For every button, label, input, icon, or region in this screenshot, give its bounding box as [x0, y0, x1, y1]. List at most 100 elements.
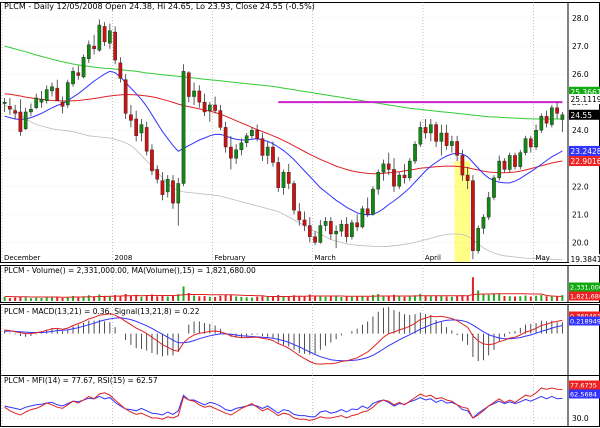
candle-body — [223, 127, 228, 148]
volume-bar — [129, 296, 132, 301]
candle-body — [213, 104, 217, 111]
price-tick-label: 27.0 — [572, 42, 589, 51]
volume-bar — [245, 297, 248, 301]
volume-bar — [156, 296, 159, 301]
volume-bar — [356, 296, 359, 301]
candle-body — [118, 62, 123, 79]
candle-body — [139, 124, 144, 134]
volume-bar — [271, 296, 274, 301]
candle-body — [465, 174, 470, 181]
candle-body — [197, 90, 202, 103]
price-title: PLCM - Daily 12/05/2008 Open 24.38, Hi 2… — [4, 2, 315, 11]
mfi-line — [4, 387, 563, 421]
candle-body — [218, 110, 223, 128]
candle-body — [334, 230, 338, 235]
price-tick-label: 26.0 — [572, 70, 589, 79]
candle-body — [18, 111, 23, 132]
candle-body — [297, 211, 302, 221]
candle-body — [55, 87, 60, 101]
volume-bar — [440, 296, 443, 301]
volume-bar — [35, 297, 38, 301]
candle-body — [97, 24, 102, 51]
volume-badge-label: 1,821,680 — [570, 293, 600, 301]
volume-bar — [324, 296, 327, 301]
candle-body — [492, 177, 496, 198]
volume-bar — [335, 296, 338, 301]
volume-bar — [492, 294, 495, 301]
volume-bar — [256, 296, 259, 301]
volume-bar — [82, 296, 85, 301]
candle-body — [86, 44, 91, 59]
price-badge — [569, 109, 600, 120]
price-badge-label: 19.3841 — [571, 255, 600, 264]
candle-body — [460, 155, 465, 176]
candle-body — [81, 57, 86, 78]
candle-body — [392, 169, 396, 187]
candle-body — [202, 101, 207, 113]
volume-bar — [240, 297, 243, 301]
price-badge — [569, 86, 600, 97]
volume-bar — [19, 296, 22, 301]
mfi-badge — [569, 380, 600, 390]
candle-body — [418, 127, 423, 145]
volume-bar — [50, 297, 53, 301]
candle-body — [34, 97, 39, 108]
volume-bar — [61, 298, 64, 301]
candle-body — [329, 221, 333, 235]
mfi-badge-label: 62.5684 — [570, 391, 597, 399]
month-label: February — [214, 254, 245, 262]
volume-bar — [161, 295, 164, 301]
candle-body — [381, 163, 386, 173]
month-label: March — [314, 254, 335, 262]
mfi-badge — [569, 389, 600, 399]
volume-bar — [519, 296, 522, 301]
volume-bar — [550, 295, 553, 301]
volume-bar — [114, 295, 117, 301]
candle-body — [123, 79, 128, 114]
candle-body — [92, 45, 96, 50]
volume-bar — [429, 296, 432, 301]
volume-bar — [198, 296, 201, 301]
volume-bar — [93, 296, 96, 301]
candle-body — [344, 223, 349, 237]
candle-body — [60, 101, 65, 107]
volume-bar — [282, 296, 285, 301]
volume-bar — [87, 295, 90, 301]
volume-bar — [145, 295, 148, 301]
volume-bar — [371, 295, 374, 301]
volume-bar — [524, 295, 527, 301]
candle-body — [13, 110, 17, 114]
volume-bar — [387, 296, 390, 301]
candle-body — [371, 188, 375, 215]
volume-bar — [535, 295, 538, 301]
candle-body — [402, 174, 407, 179]
candle-body — [155, 169, 160, 180]
candle-body — [507, 155, 512, 170]
volume-bar — [24, 297, 27, 301]
volume-bar — [266, 297, 269, 301]
volume-bar — [40, 298, 43, 301]
volume-bar — [224, 294, 227, 301]
candle-body — [250, 129, 254, 137]
price-tick-label: 21.0 — [572, 210, 589, 219]
volume-bar — [29, 298, 32, 301]
macd-badge — [569, 316, 600, 326]
candle-body — [160, 180, 165, 195]
volume-bar — [298, 295, 301, 301]
volume-bar — [172, 295, 175, 301]
candle-body — [486, 197, 491, 218]
candle-body — [313, 236, 317, 243]
volume-bar — [303, 296, 306, 301]
candle-body — [444, 132, 449, 146]
macd-badge-label: 0.218949 — [570, 318, 600, 326]
volume-bar — [98, 294, 101, 301]
candle-body — [534, 129, 538, 148]
volume-bar — [419, 293, 422, 301]
candle-body — [471, 180, 475, 251]
volume-bar — [556, 296, 559, 301]
price-tick-label: 28.0 — [572, 14, 589, 23]
volume-bar — [208, 296, 211, 301]
volume-ma-line — [4, 293, 563, 298]
